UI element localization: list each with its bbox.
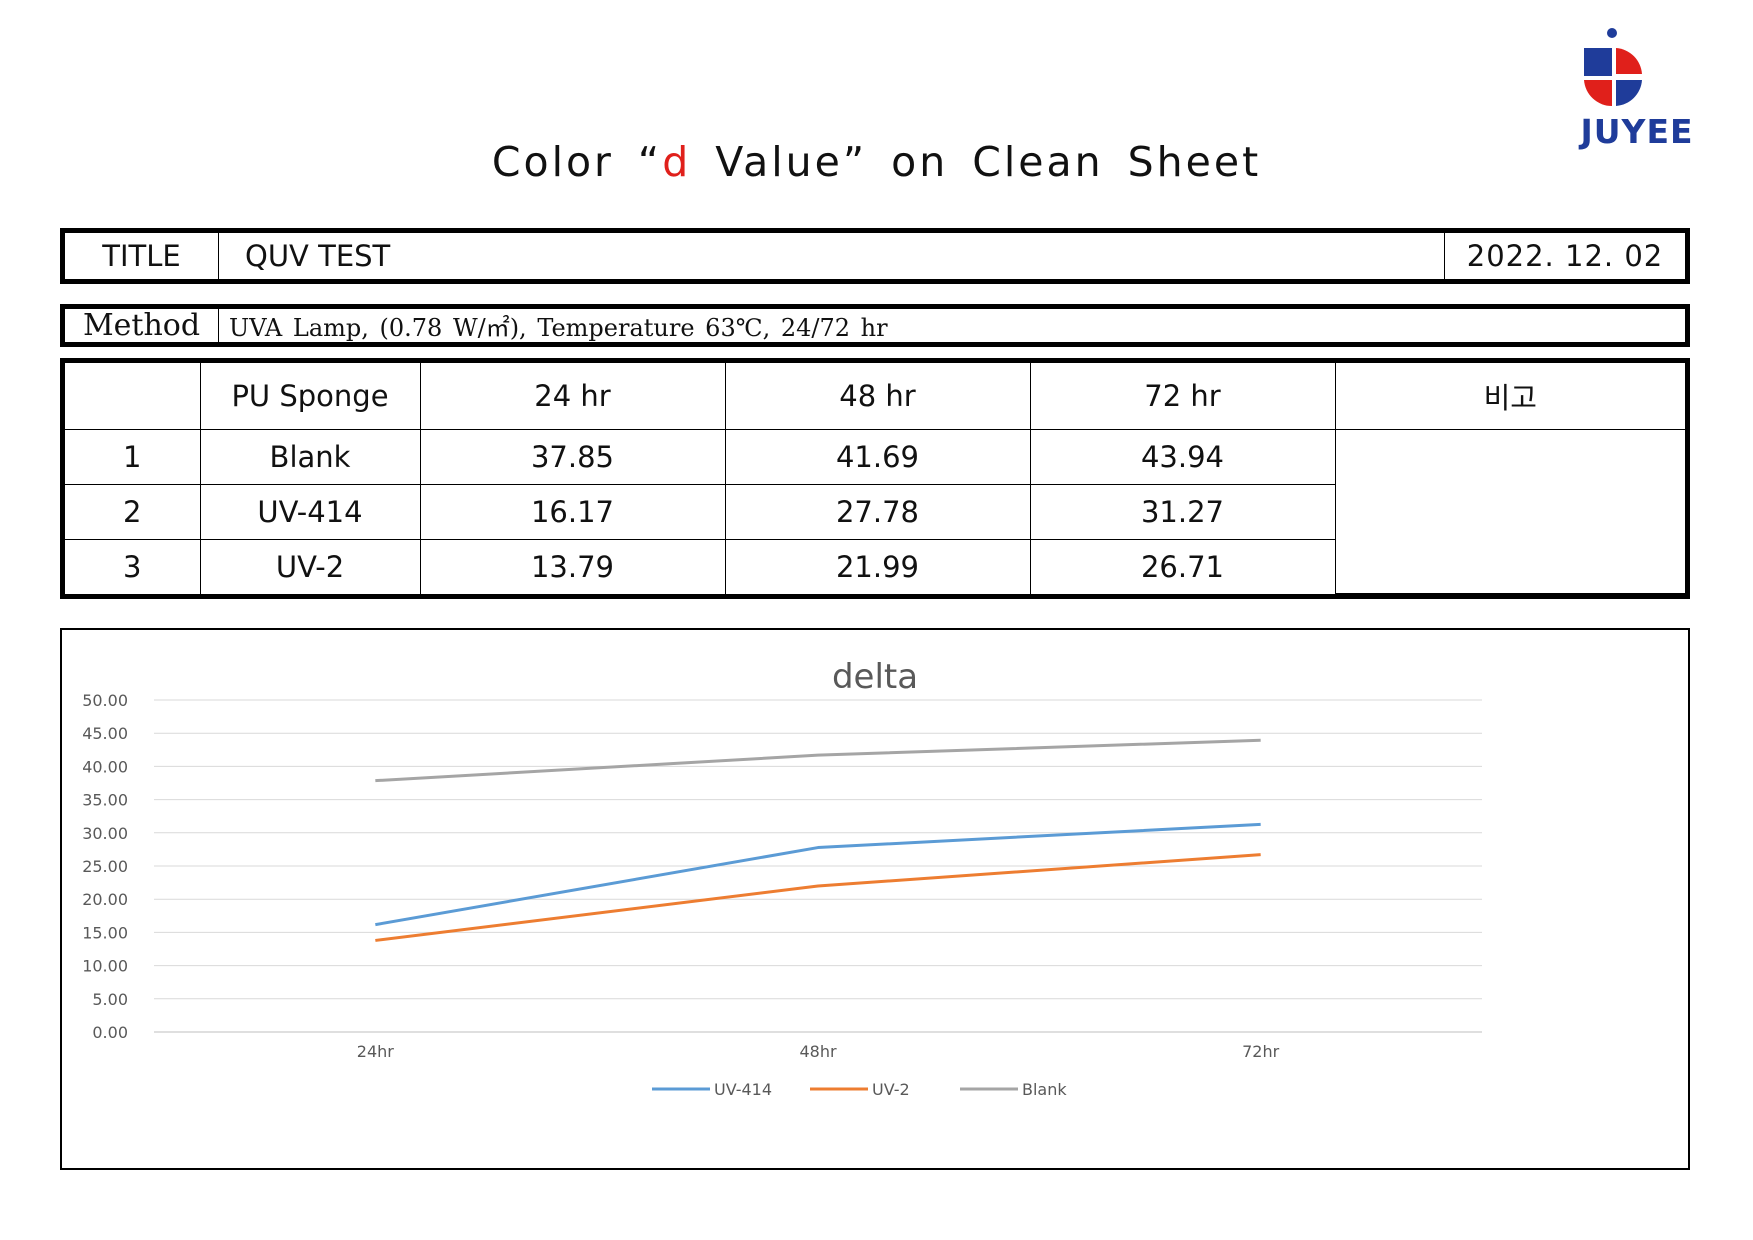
table-cell: UV-414	[199, 484, 421, 540]
y-tick-label: 0.00	[92, 1023, 128, 1042]
x-tick-label: 48hr	[799, 1042, 837, 1061]
logo-blue-quadrant-bottom	[1616, 80, 1642, 106]
header-cell-24hr: 24 hr	[419, 363, 726, 431]
table-cell: 41.69	[724, 429, 1031, 486]
legend-label: UV-414	[714, 1080, 772, 1099]
y-tick-label: 35.00	[82, 791, 128, 810]
title-row: TITLE QUV TEST 2022. 12. 02	[60, 228, 1690, 284]
results-table: PU Sponge 24 hr 48 hr 72 hr 비고 1 Blank 3…	[65, 363, 1685, 594]
chart-series	[375, 738, 1261, 942]
page-title-after: Value” on Clean Sheet	[691, 138, 1262, 186]
y-tick-label: 45.00	[82, 724, 128, 743]
header-cell-sample: PU Sponge	[199, 363, 421, 431]
legend-label: Blank	[1022, 1080, 1067, 1099]
table-row: 3 UV-2 13.79 21.99 26.71	[65, 538, 1685, 594]
logo-blue-quadrant	[1584, 48, 1612, 76]
table-cell: 27.78	[724, 484, 1031, 540]
delta-chart: delta 0.00 5.00 10.00 15.00 20.00 25.00 30.00 3…	[60, 628, 1690, 1170]
series-line-uv-414	[375, 822, 1261, 927]
juyee-logo-icon	[1584, 28, 1642, 107]
table-cell: UV-2	[199, 538, 421, 594]
table-cell: 3	[65, 538, 201, 594]
y-tick-label: 5.00	[92, 990, 128, 1009]
y-tick-label: 15.00	[82, 923, 128, 942]
table-cell: 43.94	[1029, 429, 1336, 486]
method-label: Method	[65, 308, 219, 343]
y-tick-label: 30.00	[82, 824, 128, 843]
delta-chart-svg: delta 0.00 5.00 10.00 15.00 20.00 25.00 30.00 3…	[82, 657, 1482, 1099]
x-tick-label: 24hr	[357, 1042, 395, 1061]
chart-legend: UV-414 UV-2 Blank	[652, 1080, 1067, 1099]
table-cell: 26.71	[1029, 538, 1335, 594]
chart-title: delta	[832, 657, 918, 697]
table-cell: 31.27	[1029, 484, 1335, 540]
logo-dot	[1607, 28, 1617, 38]
y-tick-label: 50.00	[82, 691, 128, 710]
remarks-cell	[1334, 429, 1685, 594]
table-header-row: PU Sponge 24 hr 48 hr 72 hr 비고	[65, 363, 1685, 431]
title-value: QUV TEST	[245, 239, 391, 273]
results-table-box: PU Sponge 24 hr 48 hr 72 hr 비고 1 Blank 3…	[60, 358, 1690, 599]
y-tick-label: 25.00	[82, 857, 128, 876]
y-tick-label: 20.00	[82, 890, 128, 909]
table-cell: 1	[65, 429, 201, 486]
table-cell: 2	[65, 484, 201, 540]
y-tick-label: 40.00	[82, 757, 128, 776]
page-title-accent: d	[662, 138, 692, 186]
y-tick-label: 10.00	[82, 957, 128, 976]
title-label: TITLE	[65, 233, 219, 279]
table-cell: 21.99	[724, 538, 1031, 594]
header-cell-72hr: 72 hr	[1029, 363, 1336, 431]
table-cell: Blank	[199, 429, 421, 486]
table-row: 2 UV-414 16.17 27.78 31.27	[65, 484, 1685, 540]
page-title: Color “d Value” on Clean Sheet	[0, 138, 1753, 186]
logo-red-quadrant-top	[1616, 48, 1642, 74]
logo-red-quadrant-bottom	[1584, 80, 1612, 107]
method-row: Method UVA Lamp, (0.78 W/㎡), Temperature…	[60, 304, 1690, 347]
x-tick-label: 72hr	[1242, 1042, 1280, 1061]
series-line-uv-2	[375, 853, 1261, 942]
series-line-blank	[375, 738, 1261, 783]
header-cell-index	[65, 363, 201, 431]
logo-text: JUYEE	[1580, 112, 1694, 151]
legend-label: UV-2	[872, 1080, 910, 1099]
chart-gridlines	[154, 699, 1482, 1033]
method-value: UVA Lamp, (0.78 W/㎡), Temperature 63℃, 2…	[229, 314, 888, 342]
table-cell: 37.85	[419, 429, 726, 486]
chart-x-axis: 24hr 48hr 72hr	[357, 1042, 1280, 1061]
header-cell-remarks: 비고	[1334, 363, 1685, 431]
table-cell: 16.17	[419, 484, 726, 540]
table-cell: 13.79	[419, 538, 726, 594]
table-row: 1 Blank 37.85 41.69 43.94	[65, 429, 1685, 594]
header-cell-48hr: 48 hr	[724, 363, 1031, 431]
chart-y-axis: 0.00 5.00 10.00 15.00 20.00 25.00 30.00 35.00 40…	[82, 691, 128, 1042]
title-date: 2022. 12. 02	[1444, 233, 1685, 279]
page-title-before: Color “	[491, 138, 663, 186]
